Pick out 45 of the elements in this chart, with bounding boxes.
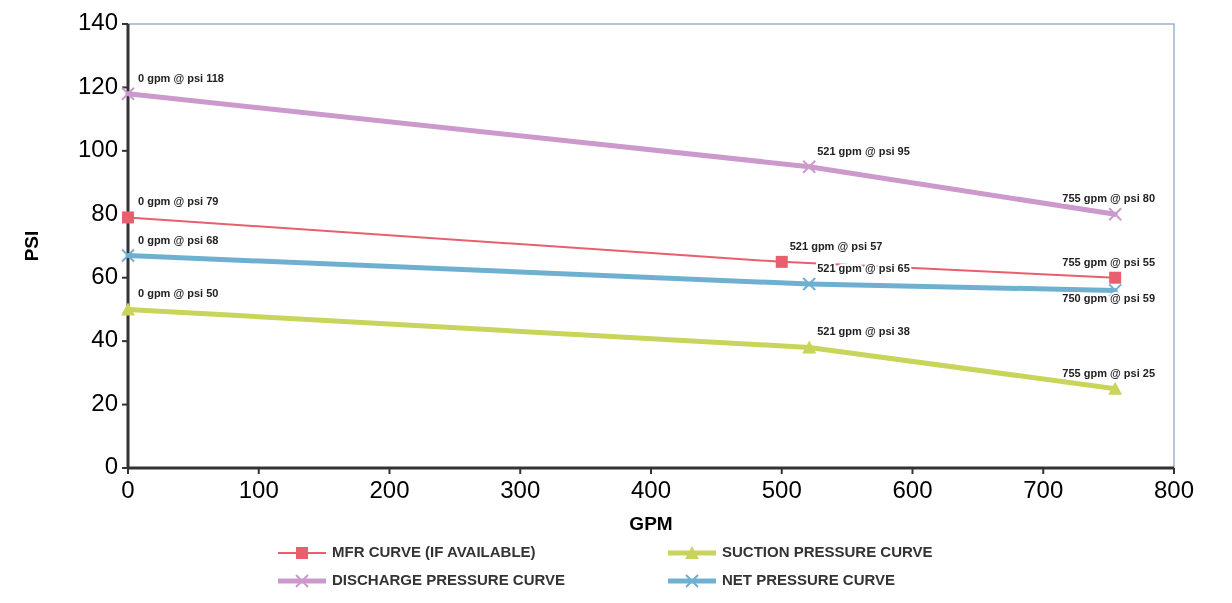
y-tick-label: 20 xyxy=(91,388,118,416)
legend-label: SUCTION PRESSURE CURVE xyxy=(722,542,933,560)
legend-label: NET PRESSURE CURVE xyxy=(722,570,896,588)
x-tick-label: 0 xyxy=(121,476,135,503)
annotation: 755 gpm @ psi 80 xyxy=(1062,192,1156,205)
point xyxy=(802,277,817,292)
point xyxy=(775,255,788,268)
annotation: 521 gpm @ psi 57 xyxy=(789,239,883,252)
point xyxy=(1108,381,1123,395)
x-tick-label: 200 xyxy=(369,476,410,503)
x-tick-label: 600 xyxy=(892,476,933,503)
point xyxy=(122,211,134,224)
y-tick-label: 60 xyxy=(91,262,118,290)
annotation: 0 gpm @ psi 68 xyxy=(138,233,219,246)
point xyxy=(1108,207,1123,222)
annotation: 755 gpm @ psi 55 xyxy=(1062,255,1156,268)
x-tick-label: 100 xyxy=(238,476,279,503)
point xyxy=(121,86,135,101)
x-tick-label: 500 xyxy=(761,476,802,503)
x-tick-label: 300 xyxy=(500,476,541,503)
legend-label: DISCHARGE PRESSURE CURVE xyxy=(332,570,566,588)
annotation: 0 gpm @ psi 79 xyxy=(138,195,219,208)
point xyxy=(121,248,135,263)
x-axis-title: GPM xyxy=(629,513,673,534)
annotation: 521 gpm @ psi 95 xyxy=(817,144,910,157)
annotation: 0 gpm @ psi 50 xyxy=(138,287,219,300)
point xyxy=(1109,271,1122,284)
point xyxy=(802,159,817,174)
point xyxy=(802,340,817,354)
x-tick-label: 800 xyxy=(1153,476,1195,503)
y-axis-title: PSI xyxy=(21,230,42,262)
annotation: 521 gpm @ psi 38 xyxy=(817,325,910,338)
annotation: 750 gpm @ psi 59 xyxy=(1062,292,1156,305)
legend-label: MFR CURVE (IF AVAILABLE) xyxy=(332,542,536,560)
y-tick-label: 140 xyxy=(77,8,118,36)
y-tick-label: 80 xyxy=(91,198,118,226)
x-tick-label: 400 xyxy=(630,476,672,503)
y-tick-label: 0 xyxy=(104,452,118,480)
y-tick-label: 40 xyxy=(91,325,118,353)
x-tick-label: 700 xyxy=(1023,476,1064,503)
annotation: 755 gpm @ psi 25 xyxy=(1062,366,1156,379)
y-tick-label: 120 xyxy=(77,71,118,99)
point xyxy=(121,302,135,316)
y-tick-label: 100 xyxy=(77,135,118,163)
annotation: 0 gpm @ psi 118 xyxy=(138,71,224,84)
